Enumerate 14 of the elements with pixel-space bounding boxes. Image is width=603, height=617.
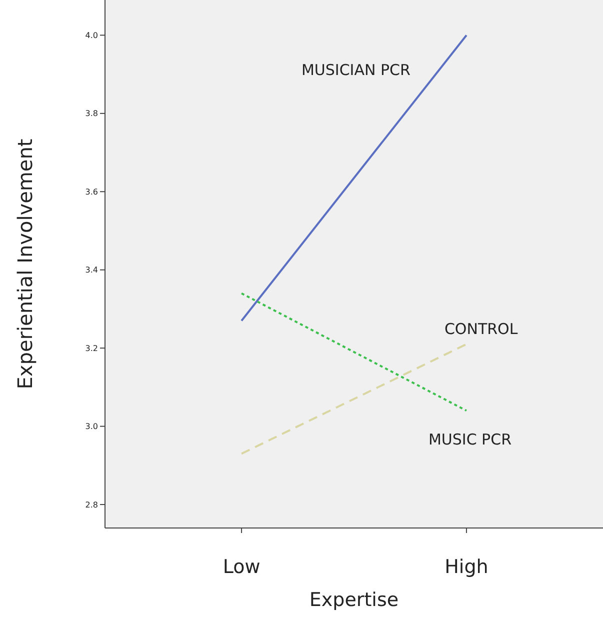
- series-label: MUSICIAN PCR: [301, 61, 410, 80]
- y-tick-label: 4.0: [85, 31, 98, 40]
- y-tick-label: 3.2: [85, 344, 98, 353]
- y-tick-label: 2.8: [85, 500, 98, 510]
- series-label: MUSIC PCR: [428, 430, 512, 449]
- y-axis-title: Experiential Involvement: [13, 138, 37, 390]
- y-tick-label: 3.6: [85, 187, 98, 196]
- y-tick-label: 3.4: [85, 266, 98, 275]
- x-axis-title: Expertise: [309, 589, 399, 611]
- x-tick-label: High: [444, 556, 488, 578]
- x-tick-label: Low: [222, 556, 260, 578]
- y-tick-label: 3.8: [85, 109, 98, 118]
- y-tick-label: 3.0: [85, 422, 98, 432]
- series-label: CONTROL: [444, 320, 518, 338]
